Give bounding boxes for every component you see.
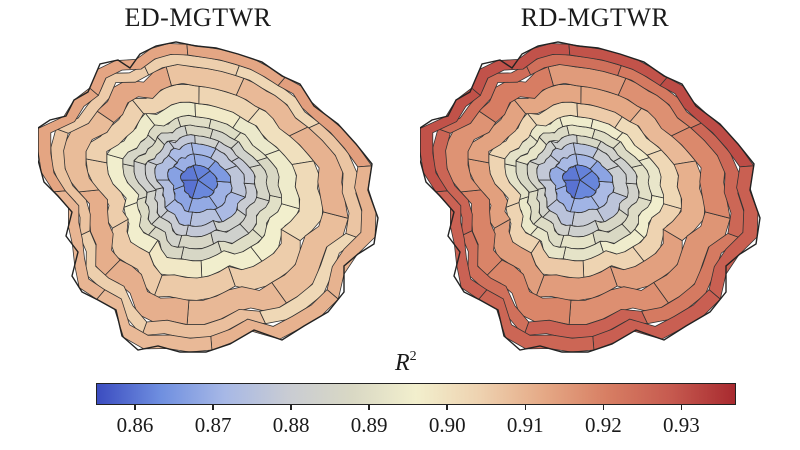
colorbar-tick	[524, 404, 527, 410]
colorbar-tick	[680, 404, 683, 410]
colorbar-tick-label: 0.89	[350, 413, 388, 437]
district-polygon	[326, 165, 377, 300]
colorbar-tick-label: 0.93	[662, 413, 700, 437]
map-title-ed-mgtwr: ED-MGTWR	[124, 3, 272, 32]
map-title-rd-mgtwr: RD-MGTWR	[520, 3, 670, 32]
choropleth-map-ed-mgtwr	[38, 41, 379, 353]
colorbar-tick-label: 0.86	[116, 413, 154, 437]
colorbar-tick	[134, 404, 136, 410]
colorbar-tick	[290, 404, 292, 410]
district-polygon	[308, 122, 364, 240]
district-polygon	[280, 160, 324, 242]
colorbar-tick-label: 0.92	[584, 413, 622, 437]
colorbar-tick	[212, 404, 214, 410]
choropleth-map-rd-mgtwr	[420, 41, 761, 353]
colorbar	[96, 383, 736, 405]
colorbar-tick-label: 0.87	[194, 413, 232, 437]
map-outline	[420, 41, 761, 353]
district-polygon	[708, 165, 759, 300]
district-polygon	[662, 160, 706, 242]
colorbar-tick	[602, 404, 605, 410]
colorbar-tick	[446, 404, 448, 410]
colorbar-tick-label: 0.88	[272, 413, 310, 437]
colorbar-tick-label: 0.91	[506, 413, 544, 437]
district-polygon	[690, 122, 746, 240]
map-outline	[38, 41, 379, 353]
colorbar-tick	[368, 404, 370, 410]
colorbar-label: R2	[395, 349, 417, 376]
colorbar-tick-label: 0.90	[428, 413, 466, 437]
